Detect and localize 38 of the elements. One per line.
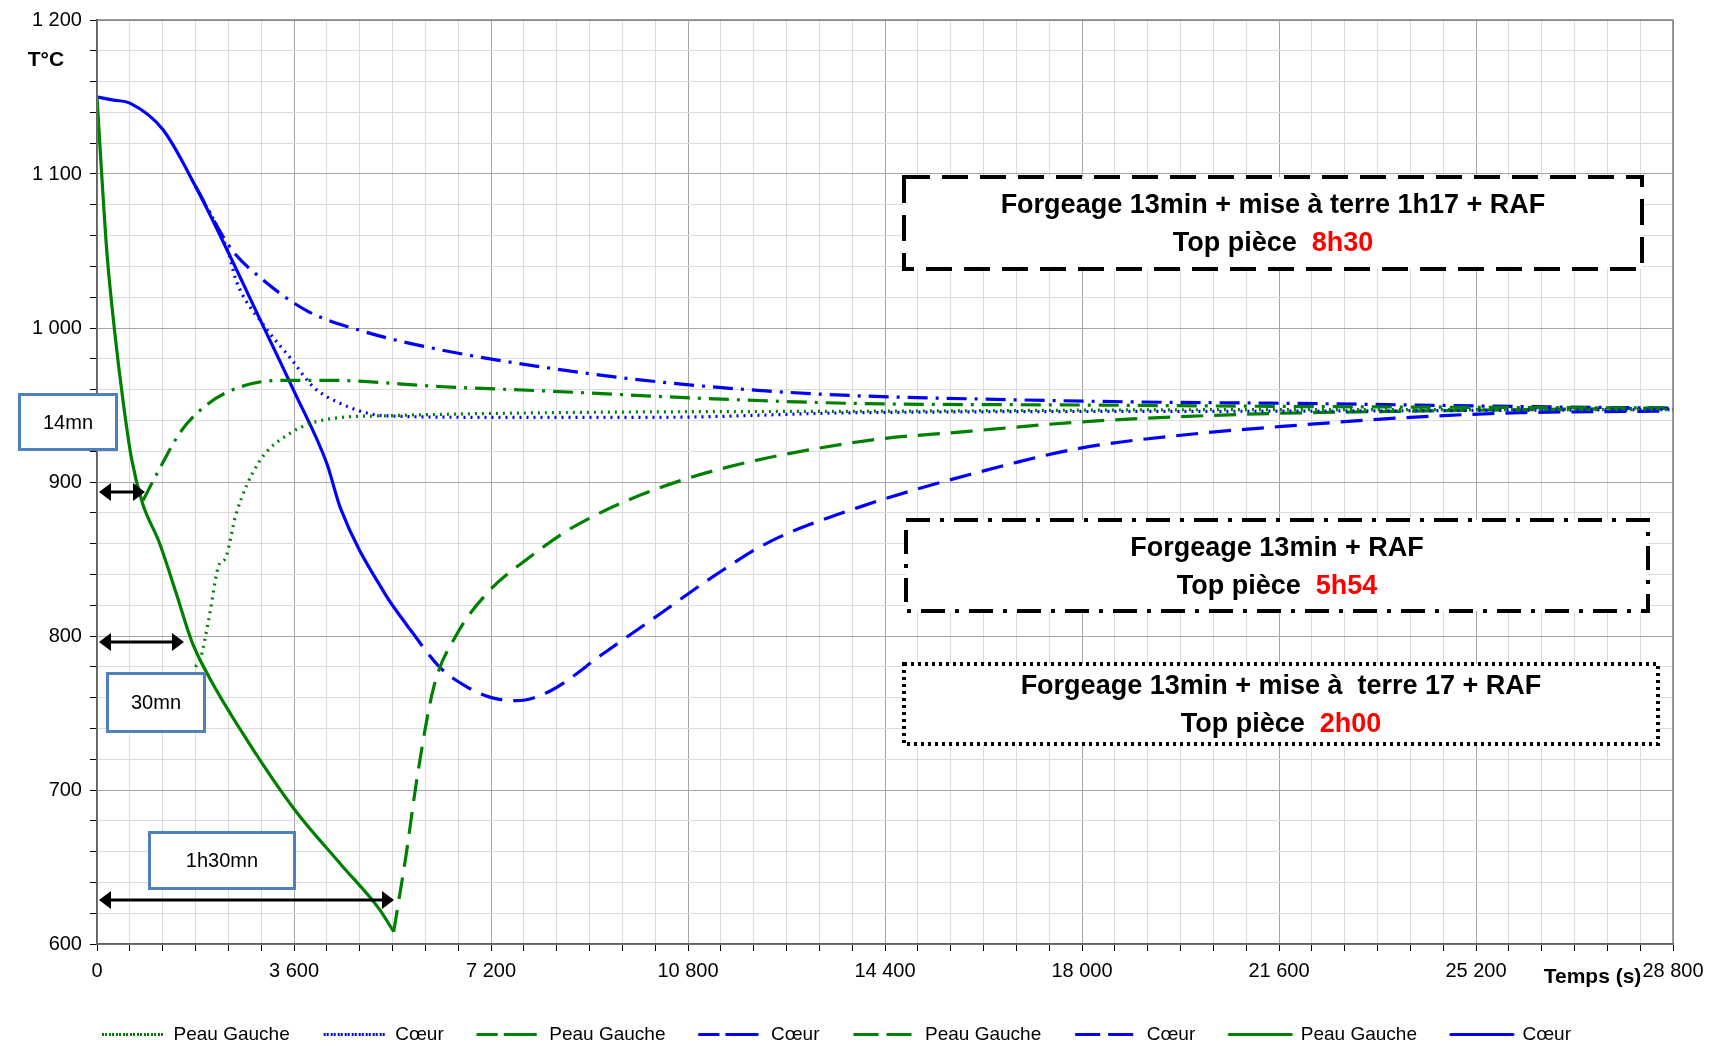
- y-tick-label: 600: [48, 931, 82, 954]
- y-tick-label: 800: [48, 623, 82, 646]
- x-tick-label: 14 400: [854, 958, 916, 981]
- y-tick-label: 700: [48, 777, 82, 800]
- annotation: Top pièce: [1172, 227, 1298, 257]
- legend-label: Cœur: [770, 1022, 821, 1044]
- annotation: 30mn: [130, 691, 182, 714]
- legend-label: Cœur: [1146, 1022, 1196, 1044]
- y-tick-label: 900: [48, 469, 82, 492]
- x-tick-label: 18 000: [1051, 958, 1113, 981]
- x-tick-label: 10 800: [657, 958, 719, 981]
- legend-label: Peau Gauche: [925, 1022, 1042, 1044]
- x-tick-label: 3 600: [268, 958, 320, 981]
- x-tick-label: 25 200: [1445, 958, 1507, 981]
- annotation: 1h30mn: [185, 849, 259, 872]
- x-tick-label: 28 800: [1642, 958, 1704, 981]
- legend-label: Peau Gauche: [1300, 1022, 1417, 1044]
- annotation: Forgeage 13min + mise à terre 1h17 + RAF: [1000, 188, 1546, 221]
- annotation: 5h54: [1315, 569, 1378, 600]
- x-tick-label: 0: [91, 958, 103, 981]
- legend-label: Cœur: [1522, 1022, 1572, 1044]
- annotation: Top pièce: [1176, 569, 1302, 600]
- text: 14mn: [42, 410, 94, 434]
- annotation: 2h00: [1319, 708, 1382, 738]
- y-axis-title: T°C: [27, 46, 65, 70]
- legend-label: Peau Gauche: [549, 1022, 666, 1044]
- legend-label: Cœur: [395, 1022, 445, 1044]
- x-tick-label: 7 200: [465, 958, 517, 981]
- x-tick-label: 21 600: [1248, 958, 1310, 981]
- y-tick-label: 1 000: [31, 315, 82, 338]
- y-tick-label: 1 200: [31, 7, 82, 30]
- y-tick-label: 1 100: [31, 161, 82, 184]
- annotation: Forgeage 13min + mise à terre 17 + RAF: [1020, 669, 1542, 702]
- legend-label: Peau Gauche: [173, 1022, 290, 1044]
- x-axis-title: Temps (s): [1543, 963, 1642, 987]
- annotation: Forgeage 13min + RAF: [1130, 530, 1424, 564]
- annotation: Top pièce: [1180, 708, 1306, 738]
- annotation: 8h30: [1311, 227, 1374, 257]
